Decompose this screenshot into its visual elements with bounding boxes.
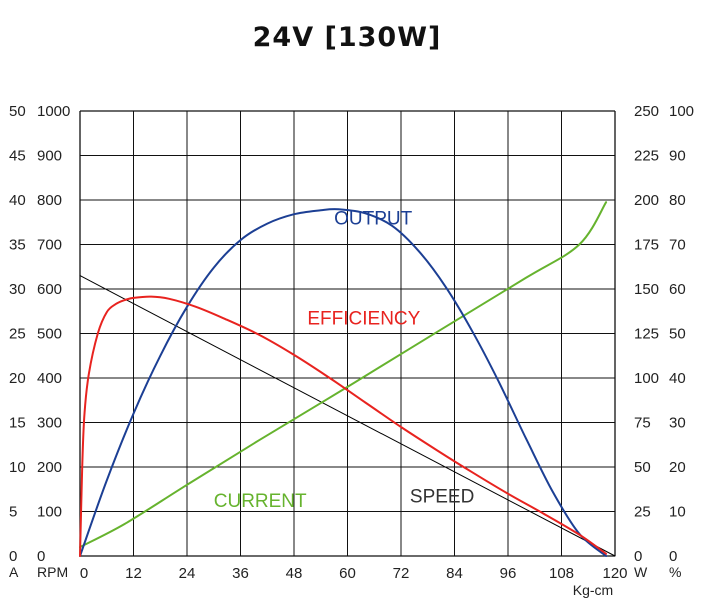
current-curve (79, 201, 608, 549)
current-tick-label: 15 (9, 415, 26, 432)
current-tick-label: 5 (9, 504, 17, 521)
x-tick-label: 48 (286, 565, 303, 582)
x-tick-label: 12 (125, 565, 142, 582)
x-tick-label: 36 (232, 565, 249, 582)
watt-tick-label: 0 (634, 548, 642, 565)
rpm-tick-label: 700 (37, 237, 62, 254)
watt-tick-label: 125 (634, 326, 659, 343)
current-tick-label: 35 (9, 237, 26, 254)
percent-unit-label: % (669, 564, 681, 580)
axis-labels: 0510152025303540455001002003004005006007… (9, 103, 694, 598)
current-series-label: CURRENT (214, 491, 307, 512)
curves (79, 201, 616, 557)
watt-tick-label: 225 (634, 148, 659, 165)
x-axis-label: Kg-cm (573, 582, 613, 598)
percent-tick-label: 80 (669, 192, 686, 209)
percent-tick-label: 70 (669, 237, 686, 254)
watt-tick-label: 175 (634, 237, 659, 254)
watt-tick-label: 250 (634, 103, 659, 120)
watt-tick-label: 150 (634, 281, 659, 298)
watt-tick-label: 100 (634, 370, 659, 387)
efficiency-series-label: EFFICIENCY (307, 309, 420, 330)
speed-series-label: SPEED (410, 487, 474, 508)
rpm-tick-label: 600 (37, 281, 62, 298)
percent-tick-label: 20 (669, 459, 686, 476)
current-tick-label: 0 (9, 548, 17, 565)
x-tick-label: 84 (446, 565, 463, 582)
rpm-unit-label: RPM (37, 564, 68, 580)
rpm-tick-label: 0 (37, 548, 45, 565)
rpm-tick-label: 800 (37, 192, 62, 209)
rpm-tick-label: 500 (37, 326, 62, 343)
rpm-tick-label: 400 (37, 370, 62, 387)
output-curve (79, 208, 608, 557)
x-tick-label: 60 (339, 565, 356, 582)
watt-tick-label: 25 (634, 504, 651, 521)
percent-tick-label: 50 (669, 326, 686, 343)
rpm-tick-label: 100 (37, 504, 62, 521)
current-tick-label: 40 (9, 192, 26, 209)
current-tick-label: 20 (9, 370, 26, 387)
percent-tick-label: 100 (669, 103, 694, 120)
current-tick-label: 50 (9, 103, 26, 120)
percent-tick-label: 30 (669, 415, 686, 432)
percent-tick-label: 0 (669, 548, 677, 565)
x-tick-label: 0 (80, 565, 88, 582)
current-tick-label: 10 (9, 459, 26, 476)
speed-curve (79, 275, 616, 557)
rpm-tick-label: 900 (37, 148, 62, 165)
current-tick-label: 25 (9, 326, 26, 343)
percent-tick-label: 90 (669, 148, 686, 165)
grid (79, 110, 616, 557)
percent-tick-label: 40 (669, 370, 686, 387)
rpm-tick-label: 200 (37, 459, 62, 476)
efficiency-curve (79, 295, 608, 557)
output-series-label: OUTPUT (334, 208, 413, 229)
x-tick-label: 96 (500, 565, 517, 582)
current-unit-label: A (9, 564, 19, 580)
current-tick-label: 30 (9, 281, 26, 298)
current-tick-label: 45 (9, 148, 26, 165)
x-tick-label: 24 (179, 565, 196, 582)
watt-tick-label: 75 (634, 415, 651, 432)
watt-tick-label: 50 (634, 459, 651, 476)
x-tick-label: 108 (549, 565, 574, 582)
percent-tick-label: 10 (669, 504, 686, 521)
chart-title: 24V [130W] (253, 22, 442, 53)
watt-unit-label: W (634, 564, 648, 580)
rpm-tick-label: 1000 (37, 103, 70, 120)
watt-tick-label: 200 (634, 192, 659, 209)
x-tick-label: 120 (602, 565, 627, 582)
rpm-tick-label: 300 (37, 415, 62, 432)
x-tick-label: 72 (393, 565, 410, 582)
percent-tick-label: 60 (669, 281, 686, 298)
